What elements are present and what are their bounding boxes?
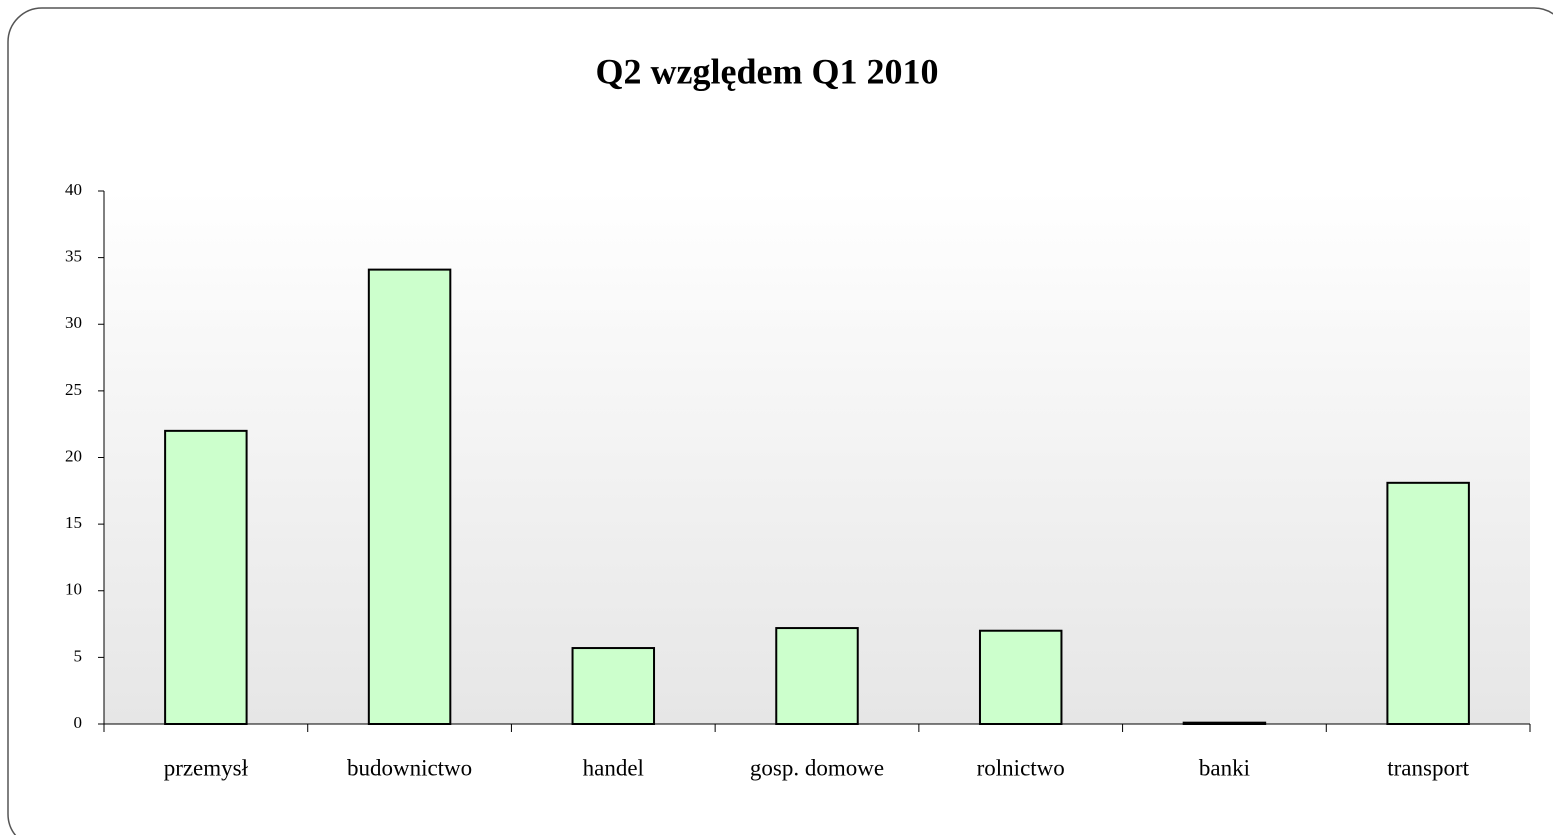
x-tick-label: gosp. domowe: [750, 755, 884, 780]
x-tick-label: budownictwo: [347, 755, 472, 780]
bar: [775, 627, 859, 725]
y-tick-label: 30: [65, 313, 82, 332]
y-tick-label: 40: [65, 180, 82, 199]
x-tick-label: transport: [1387, 755, 1469, 780]
y-tick-label: 5: [74, 646, 83, 665]
chart-title: Q2 względem Q1 2010: [596, 51, 939, 91]
bar: [978, 629, 1063, 725]
bar: [1182, 721, 1267, 725]
bar: [571, 647, 656, 725]
y-tick-label: 0: [74, 713, 83, 732]
x-tick-label: rolnictwo: [977, 755, 1065, 780]
x-tick-label: przemysł: [164, 755, 249, 780]
y-tick-label: 15: [65, 513, 82, 532]
bar: [1386, 481, 1470, 725]
y-tick-label: 25: [65, 380, 82, 399]
bar: [367, 268, 452, 725]
x-tick-label: banki: [1199, 755, 1250, 780]
y-tick-label: 10: [65, 580, 82, 599]
y-tick-label: 20: [65, 446, 82, 465]
y-tick-label: 35: [65, 247, 82, 266]
x-tick-label: handel: [583, 755, 644, 780]
bar: [164, 429, 248, 725]
